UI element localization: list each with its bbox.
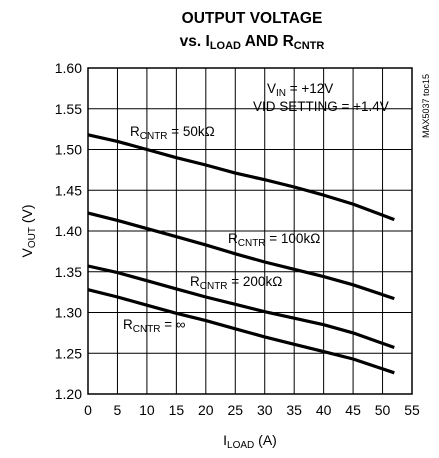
series-line-100k: [87, 211, 395, 301]
y-tick-labels: 1.20 1.25 1.30 1.35 1.40 1.45 1.50 1.55 1.60: [55, 60, 82, 402]
y-axis-label: VOUT (V): [19, 204, 38, 257]
grid: [88, 68, 412, 394]
x-axis-label: ILOAD (A): [223, 432, 277, 451]
y-tick-label: 1.40: [55, 223, 82, 239]
annotation-part-code: MAX5037 toc15: [421, 74, 431, 138]
annotation-vid-setting: VID SETTING = +1.4V: [253, 99, 389, 114]
legend-label-inf: RCNTR = ∞: [123, 317, 186, 335]
x-tick-label: 55: [404, 402, 420, 418]
x-tick-label: 20: [198, 402, 214, 418]
legend-label-50k: RCNTR = 50kΩ: [130, 124, 215, 142]
y-tick-label: 1.60: [55, 60, 82, 76]
title-line2-mid: AND R: [241, 33, 294, 50]
series-layer: [87, 133, 395, 375]
series-line-200k: [87, 264, 395, 350]
series-line-inf: [87, 288, 395, 375]
legend-label-200k: RCNTR = 200kΩ: [190, 274, 282, 292]
title-line2-sub1: LOAD: [210, 40, 241, 52]
x-tick-label: 10: [139, 402, 155, 418]
x-tick-label: 35: [286, 402, 302, 418]
y-tick-label: 1.20: [55, 386, 82, 402]
title-line2-sub2: CNTR: [294, 40, 325, 52]
y-tick-label: 1.45: [55, 182, 82, 198]
x-tick-label: 50: [375, 402, 391, 418]
x-tick-label: 15: [169, 402, 185, 418]
x-tick-label: 5: [114, 402, 122, 418]
y-tick-label: 1.30: [55, 305, 82, 321]
annotation-vin: VIN = +12V: [267, 81, 333, 99]
chart-title-line1: OUTPUT VOLTAGE: [182, 10, 323, 27]
title-line2-prefix: vs. I: [180, 33, 210, 50]
x-tick-label: 40: [316, 402, 332, 418]
series-line-50k: [87, 133, 395, 222]
plot-frame: [87, 67, 413, 395]
x-tick-label: 0: [84, 402, 92, 418]
chart-title-line2: vs. ILOAD AND RCNTR: [180, 33, 325, 52]
y-tick-label: 1.25: [55, 345, 82, 361]
x-tick-label: 45: [345, 402, 361, 418]
x-tick-label: 25: [227, 402, 243, 418]
legend-label-100k: RCNTR = 100kΩ: [228, 231, 320, 249]
x-tick-label: 30: [257, 402, 273, 418]
y-tick-label: 1.50: [55, 142, 82, 158]
x-tick-labels: 0 5 10 15 20 25 30 35 40 45 50 55: [84, 402, 420, 418]
y-tick-label: 1.55: [55, 101, 82, 117]
y-tick-label: 1.35: [55, 264, 82, 280]
